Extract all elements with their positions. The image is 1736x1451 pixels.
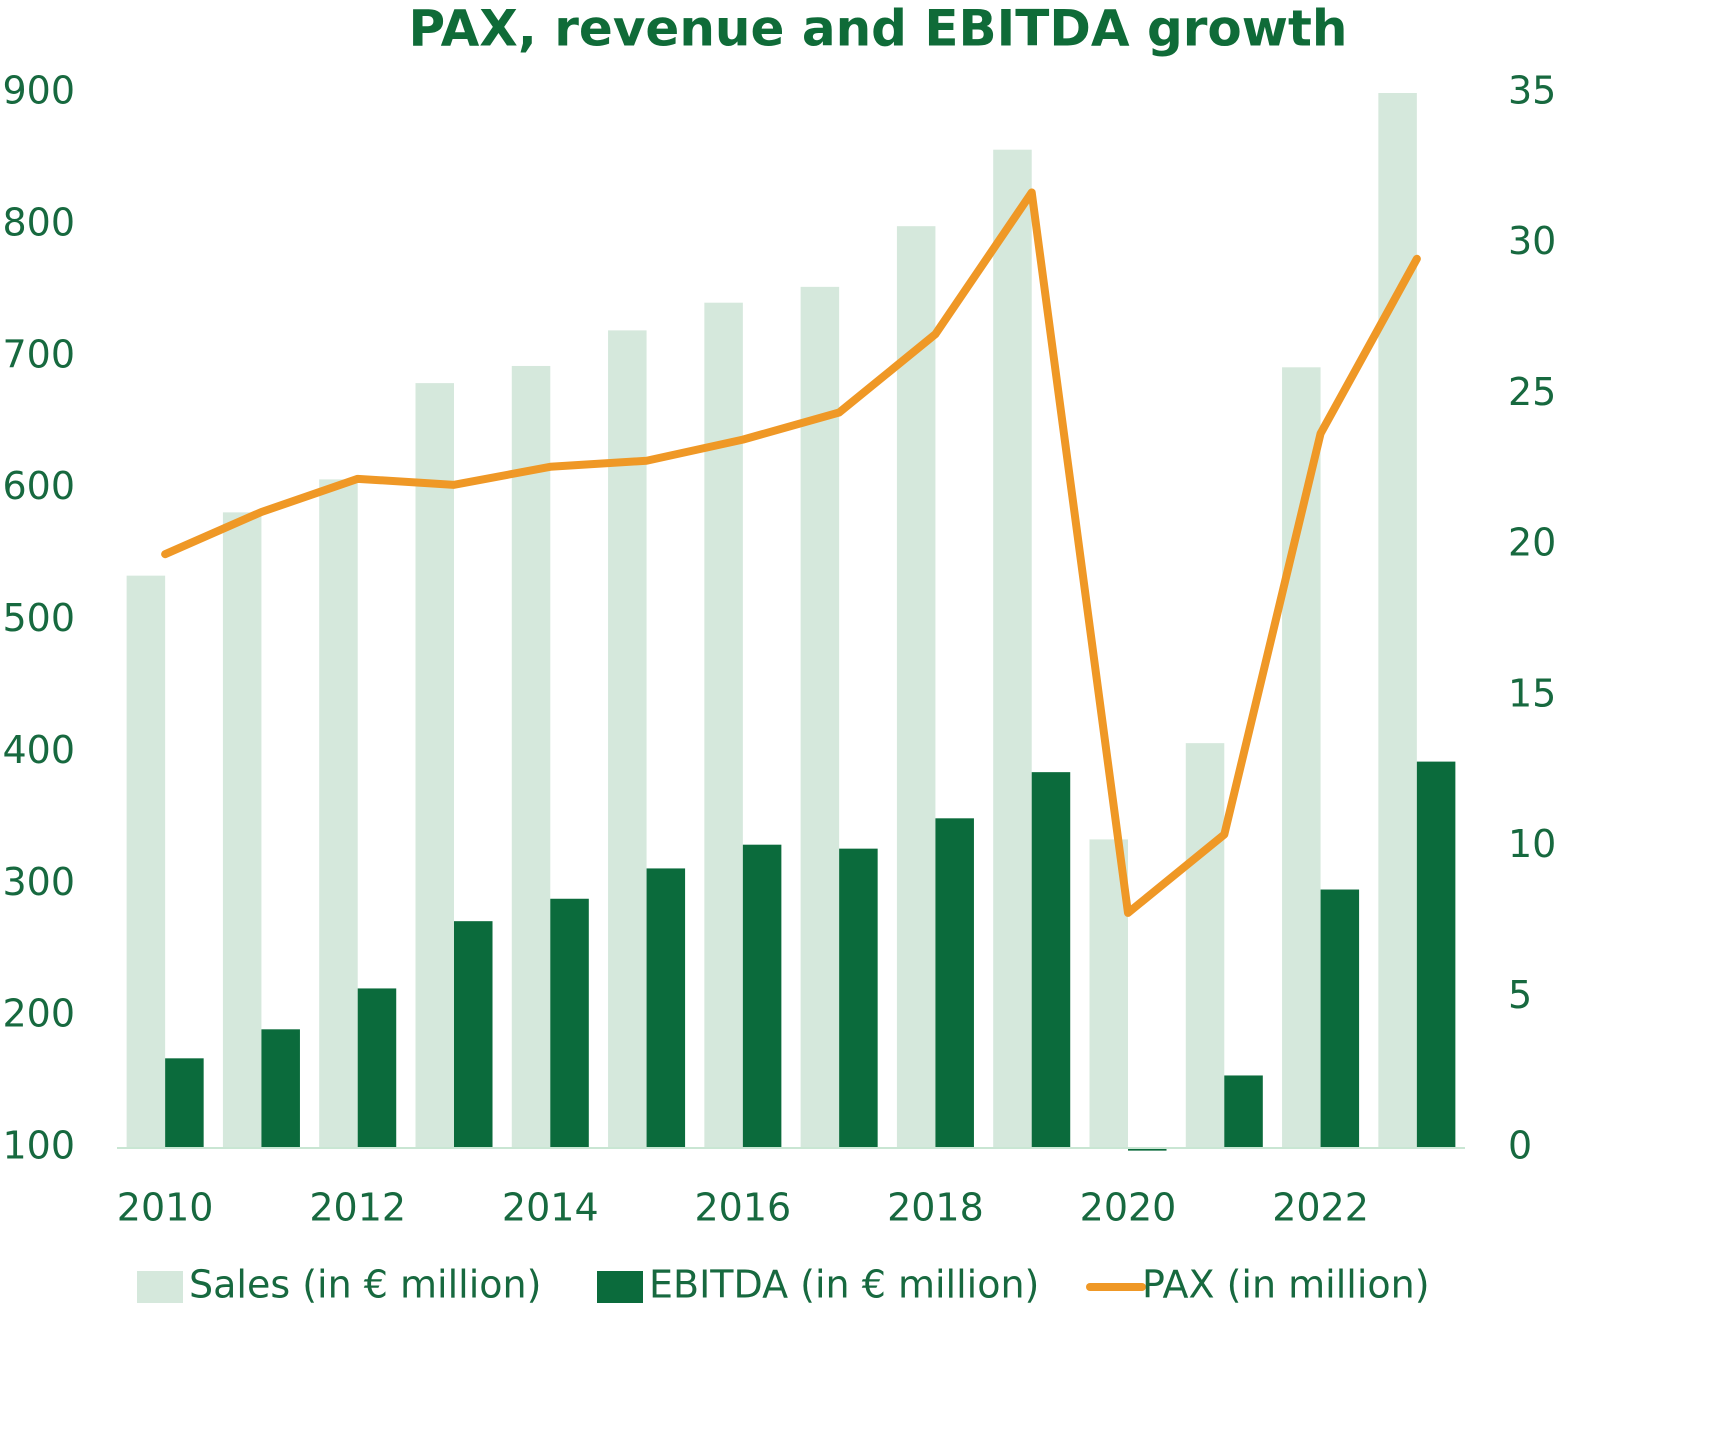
x-tick-label: 2022 [1272,1186,1369,1230]
bar [1031,772,1071,1148]
y2-tick-label: 15 [1508,671,1556,715]
bar [415,383,454,1148]
y-tick-label: 700 [2,332,75,376]
y2-tick-label: 25 [1508,370,1556,414]
bar [165,1058,204,1148]
x-tick-label: 2014 [502,1186,599,1230]
legend-label: EBITDA (in € million) [649,1263,1039,1307]
x-tick-label: 2012 [309,1186,406,1230]
bar [1185,743,1225,1148]
y2-tick-label: 20 [1508,521,1556,565]
legend-label: PAX (in million) [1142,1263,1430,1307]
bar [646,868,686,1148]
y-tick-label: 800 [2,200,75,244]
bar [1282,367,1321,1148]
y-tick-label: 900 [2,69,75,113]
bar [608,330,647,1148]
bar [800,286,840,1148]
bar [126,575,166,1148]
bar [993,149,1032,1149]
y2-tick-label: 35 [1508,69,1556,113]
y2-tick-label: 5 [1508,973,1532,1017]
x-tick-label: 2018 [887,1186,984,1230]
bar [839,848,878,1148]
bar [1320,889,1360,1148]
legend-swatch [137,1271,183,1303]
bar [454,921,493,1148]
bar [319,479,358,1148]
y2-tick-label: 10 [1508,822,1556,866]
x-tick-label: 2010 [117,1186,214,1230]
bar [896,226,936,1149]
bar [935,818,974,1148]
y-tick-label: 300 [2,860,75,904]
y-tick-label: 400 [2,728,75,772]
y2-tick-label: 30 [1508,219,1556,263]
bar [222,512,262,1148]
bar [1128,1148,1167,1151]
bar [704,302,743,1148]
bar [261,1029,300,1148]
x-tick-label: 2016 [694,1186,791,1230]
bar [357,988,397,1148]
bar [1224,1075,1263,1148]
legend-swatch [597,1271,643,1303]
bar [1416,761,1456,1148]
legend-label: Sales (in € million) [189,1263,541,1307]
y2-tick-label: 0 [1508,1124,1532,1168]
bar [550,898,589,1148]
line [161,188,1421,917]
bar [511,365,551,1148]
bar [1378,93,1417,1148]
chart-title: PAX, revenue and EBITDA growth [409,0,1348,58]
y-tick-label: 200 [2,992,75,1036]
y-tick-label: 500 [2,596,75,640]
bar [742,844,782,1148]
x-tick-label: 2020 [1080,1186,1177,1230]
y-tick-label: 100 [2,1124,75,1168]
y-tick-label: 600 [2,464,75,508]
